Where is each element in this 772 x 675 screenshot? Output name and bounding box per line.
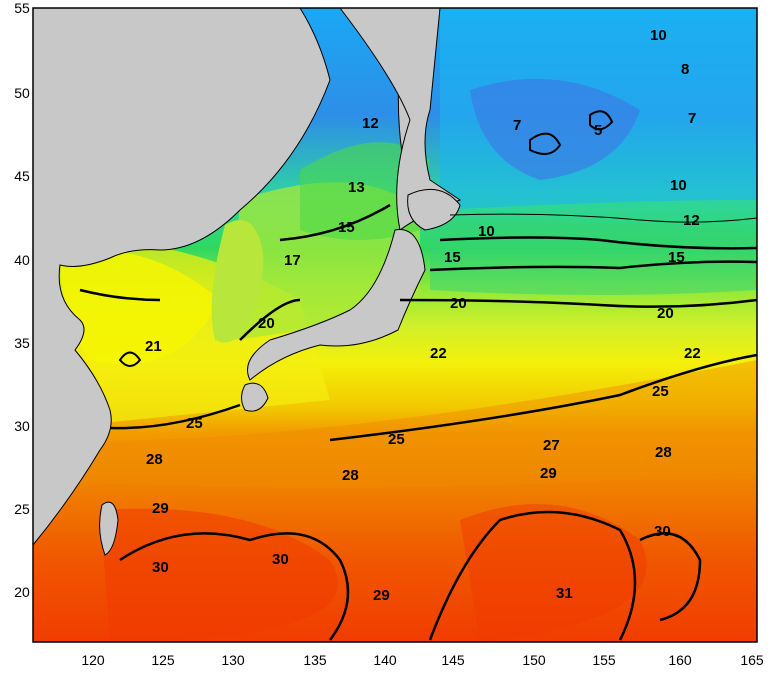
contour-label: 13 — [348, 179, 365, 196]
contour-label: 15 — [338, 219, 355, 236]
contour-label: 20 — [450, 295, 467, 312]
contour-label: 28 — [146, 451, 163, 468]
kyushu — [241, 382, 269, 412]
y-tick: 50 — [14, 85, 30, 101]
x-tick: 130 — [221, 652, 245, 668]
contour-label: 21 — [145, 338, 162, 355]
contour-label: 29 — [152, 500, 169, 517]
contour-label: 22 — [684, 345, 701, 362]
taiwan — [99, 501, 119, 556]
land — [32, 7, 462, 556]
contour-label: 12 — [362, 115, 379, 132]
contour-label: 28 — [342, 467, 359, 484]
contour-label: 8 — [681, 61, 689, 78]
y-tick: 25 — [14, 501, 30, 517]
honshu — [247, 229, 426, 381]
contour-label: 15 — [444, 249, 461, 266]
y-axis: 55 50 45 40 35 30 25 20 — [14, 0, 30, 600]
x-tick: 140 — [373, 652, 397, 668]
y-tick: 55 — [14, 0, 30, 16]
x-tick: 125 — [151, 652, 175, 668]
contour-label: 7 — [513, 117, 521, 134]
contour-label: 27 — [543, 437, 560, 454]
contour-label: 28 — [655, 444, 672, 461]
x-tick: 150 — [522, 652, 546, 668]
x-tick: 120 — [81, 652, 105, 668]
contour-label: 29 — [540, 465, 557, 482]
contour-label: 20 — [657, 305, 674, 322]
contour-label: 25 — [388, 431, 405, 448]
x-tick: 165 — [740, 652, 764, 668]
x-tick: 135 — [303, 652, 327, 668]
contour-label: 30 — [654, 523, 671, 540]
contour-label: 30 — [152, 559, 169, 576]
y-tick: 45 — [14, 168, 30, 184]
contour-label: 22 — [430, 345, 447, 362]
contour-label: 17 — [284, 252, 301, 269]
contour-label: 15 — [668, 249, 685, 266]
contour-label: 10 — [478, 223, 495, 240]
x-tick: 160 — [668, 652, 692, 668]
contour-label: 10 — [650, 27, 667, 44]
contour-label: 29 — [373, 587, 390, 604]
y-tick: 35 — [14, 335, 30, 351]
contour-label: 25 — [652, 383, 669, 400]
y-tick: 20 — [14, 584, 30, 600]
y-tick: 30 — [14, 418, 30, 434]
x-tick: 145 — [441, 652, 465, 668]
contour-labels: 12 13 15 17 20 21 10 15 20 22 22 25 25 2… — [145, 27, 701, 604]
isotherms — [79, 110, 758, 641]
contour-label: 25 — [186, 415, 203, 432]
contour-label: 30 — [272, 551, 289, 568]
korea-peninsula — [211, 220, 264, 343]
hokkaido — [407, 188, 461, 231]
contour-label: 20 — [258, 315, 275, 332]
x-tick: 155 — [592, 652, 616, 668]
contour-label: 7 — [688, 110, 696, 127]
x-axis: 120 125 130 135 140 145 150 155 160 165 — [81, 652, 764, 668]
contour-label: 10 — [670, 177, 687, 194]
y-tick: 40 — [14, 252, 30, 268]
contour-label: 31 — [556, 585, 573, 602]
contour-label: 12 — [683, 212, 700, 229]
map-frame — [32, 7, 758, 643]
contour-label: 5 — [594, 122, 602, 139]
